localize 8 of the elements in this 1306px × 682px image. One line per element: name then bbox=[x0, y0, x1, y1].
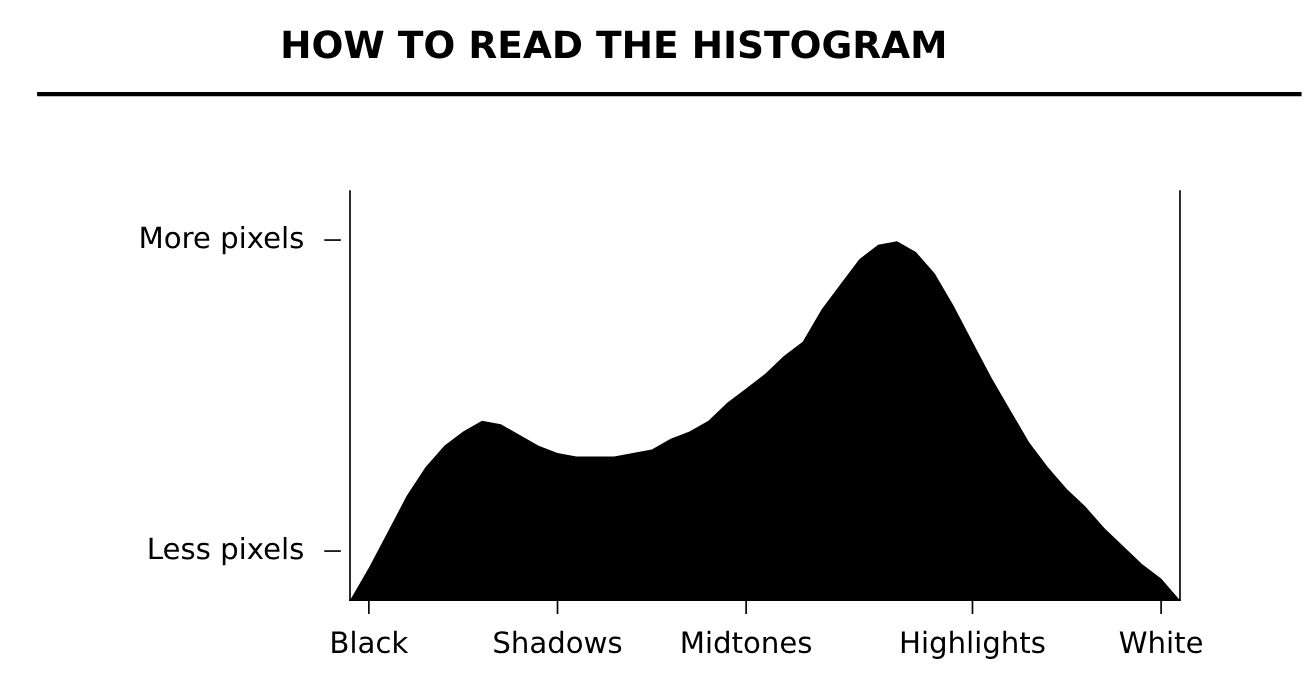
text: More pixels bbox=[141, 225, 303, 255]
text: Less pixels bbox=[149, 536, 303, 566]
x-tick-label: White bbox=[1119, 630, 1202, 654]
x-tick-label: Black bbox=[332, 630, 409, 654]
chart-title: HOW TO READ THE HISTOGRAM bbox=[283, 30, 945, 59]
x-tick-label: Midtones bbox=[682, 630, 812, 654]
x-tick-label: Highlights bbox=[901, 630, 1045, 659]
x-tick-label: Shadows bbox=[494, 630, 622, 654]
